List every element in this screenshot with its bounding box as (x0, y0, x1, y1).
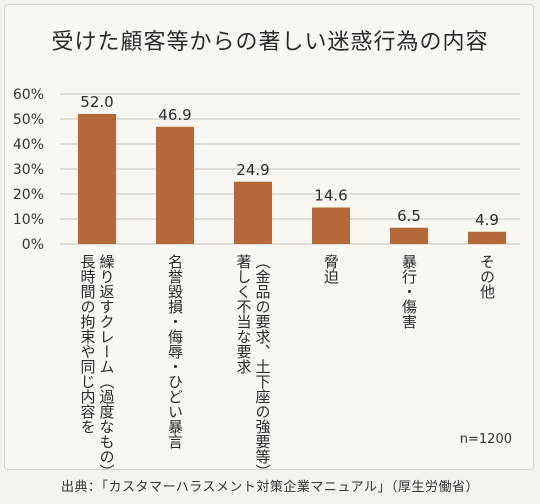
bar (234, 181, 272, 244)
y-tick-label: 30% (13, 162, 44, 178)
data-label: 52.0 (80, 93, 113, 111)
category-label: 名誉毀損・侮辱・ひどい暴言 (166, 254, 184, 449)
category-label: （金品の要求、土下座の強要等） (254, 254, 272, 470)
source-citation: 出典：「カスタマーハラスメント対策企業マニュアル」（厚生労働省） (60, 480, 480, 495)
category-label: 繰り返すクレーム（過度なもの） (98, 254, 116, 470)
category-label: 長時間の拘束や同じ内容を (79, 254, 97, 434)
data-label: 4.9 (475, 211, 499, 229)
y-tick-label: 10% (13, 212, 44, 228)
data-label: 24.9 (236, 161, 269, 179)
category-label: その他 (478, 254, 496, 300)
category-label: 暴行・傷害 (400, 254, 418, 329)
y-tick-label: 60% (13, 87, 44, 103)
bar-chart: 0% 10% 20% 30% 40% 50% 60% 52.0 長時間の拘束や同じ内容を 繰り返す… (13, 87, 520, 470)
y-tick-label: 20% (13, 187, 44, 203)
y-tick-label: 40% (13, 137, 44, 153)
category-label: 著しく不当な要求 (235, 254, 253, 374)
bar (156, 126, 194, 244)
y-tick-label: 50% (13, 112, 44, 128)
bar (390, 227, 428, 244)
bar (78, 114, 116, 244)
chart-title: 受けた顧客等からの著しい迷惑行為の内容 (51, 30, 489, 55)
data-label: 14.6 (314, 187, 347, 205)
data-label: 46.9 (158, 106, 191, 124)
sample-size-note: n=1200 (459, 432, 512, 447)
bar (468, 231, 506, 244)
bar (312, 207, 350, 244)
data-label: 6.5 (397, 207, 421, 225)
category-label: 脅迫 (322, 254, 340, 285)
y-tick-label: 0% (22, 237, 44, 253)
